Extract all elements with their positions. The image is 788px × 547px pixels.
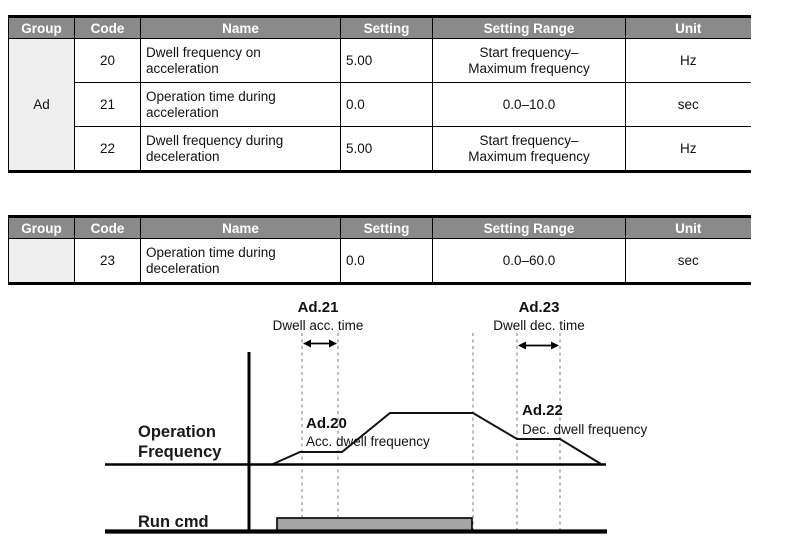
code-cell: 20: [74, 38, 141, 83]
col-header-unit: Unit: [625, 216, 751, 239]
range-line: Maximum frequency: [468, 60, 590, 76]
col-header-group: Group: [8, 16, 75, 39]
parameter-table-ad23: Group Code Name Setting Setting Range Un…: [8, 215, 751, 285]
table-header-row: Group Code Name Setting Setting Range Un…: [8, 16, 751, 39]
col-header-code: Code: [74, 216, 141, 239]
col-header-unit: Unit: [625, 16, 751, 39]
setting-cell: 5.00: [340, 38, 433, 83]
col-header-name: Name: [140, 16, 341, 39]
acc-freq-code-label: Ad.20: [306, 415, 347, 432]
name-line: Operation time during: [146, 244, 276, 260]
run-cmd-bar: [276, 517, 473, 532]
setting-range-cell: 0.0–10.0: [432, 82, 626, 127]
y-axis-label-line2: Frequency: [138, 443, 222, 461]
name-line: deceleration: [146, 260, 220, 276]
setting-range-cell: Start frequency– Maximum frequency: [432, 38, 626, 83]
dec-freq-label: Dec. dwell frequency: [522, 422, 648, 437]
setting-range-cell: Start frequency– Maximum frequency: [432, 126, 626, 172]
name-cell: Operation time during acceleration: [140, 82, 341, 127]
table-row: 21 Operation time during acceleration 0.…: [9, 82, 751, 127]
acc-time-code-label: Ad.21: [298, 299, 339, 316]
name-line: acceleration: [146, 60, 219, 76]
name-cell: Dwell frequency during deceleration: [140, 126, 341, 172]
col-header-setting: Setting: [340, 16, 433, 39]
table-row: Ad 20 Dwell frequency on acceleration 5.…: [8, 38, 751, 172]
unit-cell: Hz: [625, 126, 751, 172]
dec-freq-code-label: Ad.22: [522, 402, 563, 419]
name-cell: Operation time during deceleration: [140, 238, 341, 284]
setting-cell: 0.0: [340, 238, 433, 284]
setting-cell: 0.0: [340, 82, 433, 127]
y-axis-label-line1: Operation: [138, 423, 216, 441]
name-line: acceleration: [146, 104, 219, 120]
frequency-curve: [272, 412, 602, 465]
col-header-setting-range: Setting Range: [432, 16, 626, 39]
unit-cell: sec: [625, 238, 751, 284]
col-header-setting: Setting: [340, 216, 433, 239]
name-line: deceleration: [146, 148, 220, 164]
group-cell: [8, 238, 75, 284]
table-row: 23 Operation time during deceleration 0.…: [8, 238, 751, 284]
code-cell: 23: [74, 238, 141, 284]
col-header-group: Group: [8, 216, 75, 239]
code-cell: 21: [74, 82, 141, 127]
dec-dwell-time-arrow: [518, 341, 559, 350]
parameter-table-ad20-22: Group Code Name Setting Setting Range Un…: [8, 15, 751, 173]
col-header-name: Name: [140, 216, 341, 239]
dec-time-code-label: Ad.23: [519, 299, 560, 316]
name-line: Operation time during: [146, 88, 276, 104]
col-header-setting-range: Setting Range: [432, 216, 626, 239]
dec-time-label: Dwell dec. time: [493, 318, 585, 333]
col-header-code: Code: [74, 16, 141, 39]
acc-freq-label: Acc. dwell frequency: [306, 434, 430, 449]
acc-dwell-time-arrow: [303, 339, 337, 348]
code-cell: 22: [74, 126, 141, 172]
name-line: Dwell frequency on: [146, 44, 261, 60]
setting-cell: 5.00: [340, 126, 433, 172]
unit-cell: sec: [625, 82, 751, 127]
name-line: Dwell frequency during: [146, 132, 284, 148]
dashed-guides: [301, 333, 561, 531]
dwell-operation-diagram: Ad.21 Dwell acc. time Ad.23 Dwell dec. t…: [105, 299, 648, 534]
table-row: 22 Dwell frequency during deceleration 5…: [9, 126, 751, 172]
setting-range-cell: 0.0–60.0: [432, 238, 626, 284]
group-cell: Ad: [8, 38, 75, 172]
unit-cell: Hz: [625, 38, 751, 83]
name-cell: Dwell frequency on acceleration: [140, 38, 341, 83]
table-header-row: Group Code Name Setting Setting Range Un…: [8, 216, 751, 239]
acc-time-label: Dwell acc. time: [273, 318, 364, 333]
range-line: Start frequency–: [479, 132, 579, 148]
range-line: Maximum frequency: [468, 148, 590, 164]
range-line: Start frequency–: [479, 44, 579, 60]
run-cmd-label: Run cmd: [138, 513, 209, 531]
